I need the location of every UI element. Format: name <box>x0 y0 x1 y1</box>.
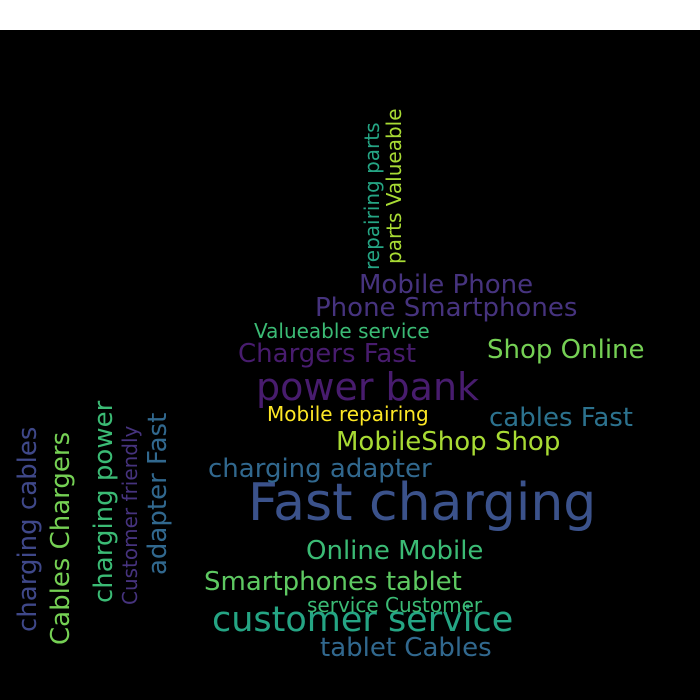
word-chargers-fast: Chargers Fast <box>238 339 417 369</box>
word-smartphones-tablet: Smartphones tablet <box>204 567 462 597</box>
word-repairing-parts: repairing parts <box>360 122 384 270</box>
word-shop-online: Shop Online <box>487 335 645 365</box>
word-cloud-canvas: Fast charging power bank customer servic… <box>0 30 700 700</box>
word-mobile-repairing: Mobile repairing <box>267 402 429 426</box>
word-power-bank: power bank <box>256 365 480 409</box>
word-adapter-fast: adapter Fast <box>143 412 173 575</box>
word-customer-service: customer service <box>212 600 514 640</box>
word-charging-power: charging power <box>89 400 119 603</box>
word-valueable-service: Valueable service <box>254 319 430 343</box>
word-mobile-phone: Mobile Phone <box>359 270 534 300</box>
word-cables-fast: cables Fast <box>489 403 634 433</box>
word-customer-friendly: Customer friendly <box>118 425 142 605</box>
word-fast-charging: Fast charging <box>248 473 597 533</box>
word-charging-adapter: charging adapter <box>208 454 432 484</box>
word-phone-smartphones: Phone Smartphones <box>315 293 578 323</box>
word-charging-cables: charging cables <box>13 426 43 632</box>
word-parts-valueable: parts Valueable <box>382 108 406 264</box>
word-mobileshop-shop: MobileShop Shop <box>336 427 561 457</box>
word-tablet-cables: tablet Cables <box>320 633 492 663</box>
word-service-customer: service Customer <box>307 593 483 617</box>
word-cables-chargers: Cables Chargers <box>46 431 76 645</box>
word-online-mobile: Online Mobile <box>306 536 484 566</box>
